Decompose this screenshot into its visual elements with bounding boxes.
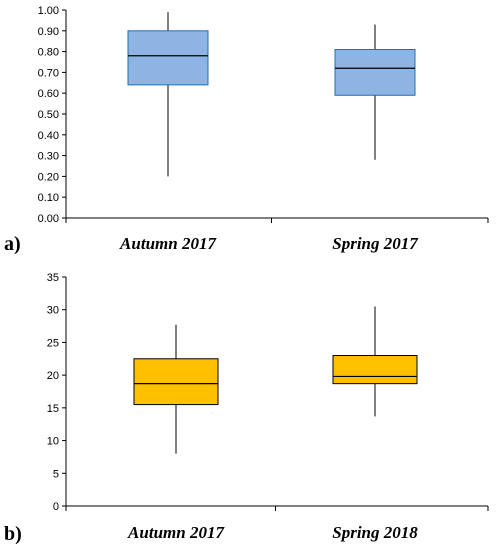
category-label: Autumn 2017 — [127, 523, 225, 542]
chart-a: a) 0.00 0.10 0.20 0.30 0.40 0.50 0.60 0.70 0.80 0… — [4, 5, 489, 255]
y-tick-label: 0.10 — [38, 192, 59, 204]
y-tick-label: 10 — [47, 436, 59, 448]
y-tick-label: 5 — [53, 468, 59, 480]
y-tick-label: 0.90 — [38, 26, 59, 38]
box-iqr — [334, 49, 416, 96]
chart-b: b) 0 5 10 15 20 25 30 35 Autumn 2017 Spring 2018 — [4, 272, 489, 545]
category-label: Autumn 2017 — [119, 234, 217, 253]
box-iqr — [332, 355, 418, 385]
box-2 — [334, 24, 416, 160]
y-tick-label: 0.60 — [38, 88, 59, 100]
box-1 — [127, 12, 209, 177]
box-iqr — [127, 30, 209, 86]
category-label: Spring 2018 — [332, 523, 418, 542]
y-tick-label: 0.20 — [38, 171, 59, 183]
y-tick-label: 0.80 — [38, 47, 59, 59]
y-tick-label: 35 — [47, 272, 59, 284]
box-2 — [332, 306, 418, 417]
category-label: Spring 2017 — [332, 234, 419, 253]
y-tick-label: 0.40 — [38, 130, 59, 142]
y-tick-label: 0 — [53, 501, 59, 513]
y-tick-label: 0.50 — [38, 109, 59, 121]
y-tick-label: 0.30 — [38, 151, 59, 163]
y-tick-label: 15 — [47, 403, 59, 415]
box-1 — [133, 324, 219, 454]
y-tick-label: 30 — [47, 305, 59, 317]
y-tick-label: 25 — [47, 337, 59, 349]
box-iqr — [133, 358, 219, 406]
panel-label-b: b) — [4, 523, 22, 545]
panel-label-a: a) — [4, 233, 21, 255]
y-tick-label: 20 — [47, 370, 59, 382]
y-tick-label: 1.00 — [38, 5, 59, 17]
y-tick-label: 0.00 — [38, 213, 59, 225]
y-tick-label: 0.70 — [38, 67, 59, 79]
